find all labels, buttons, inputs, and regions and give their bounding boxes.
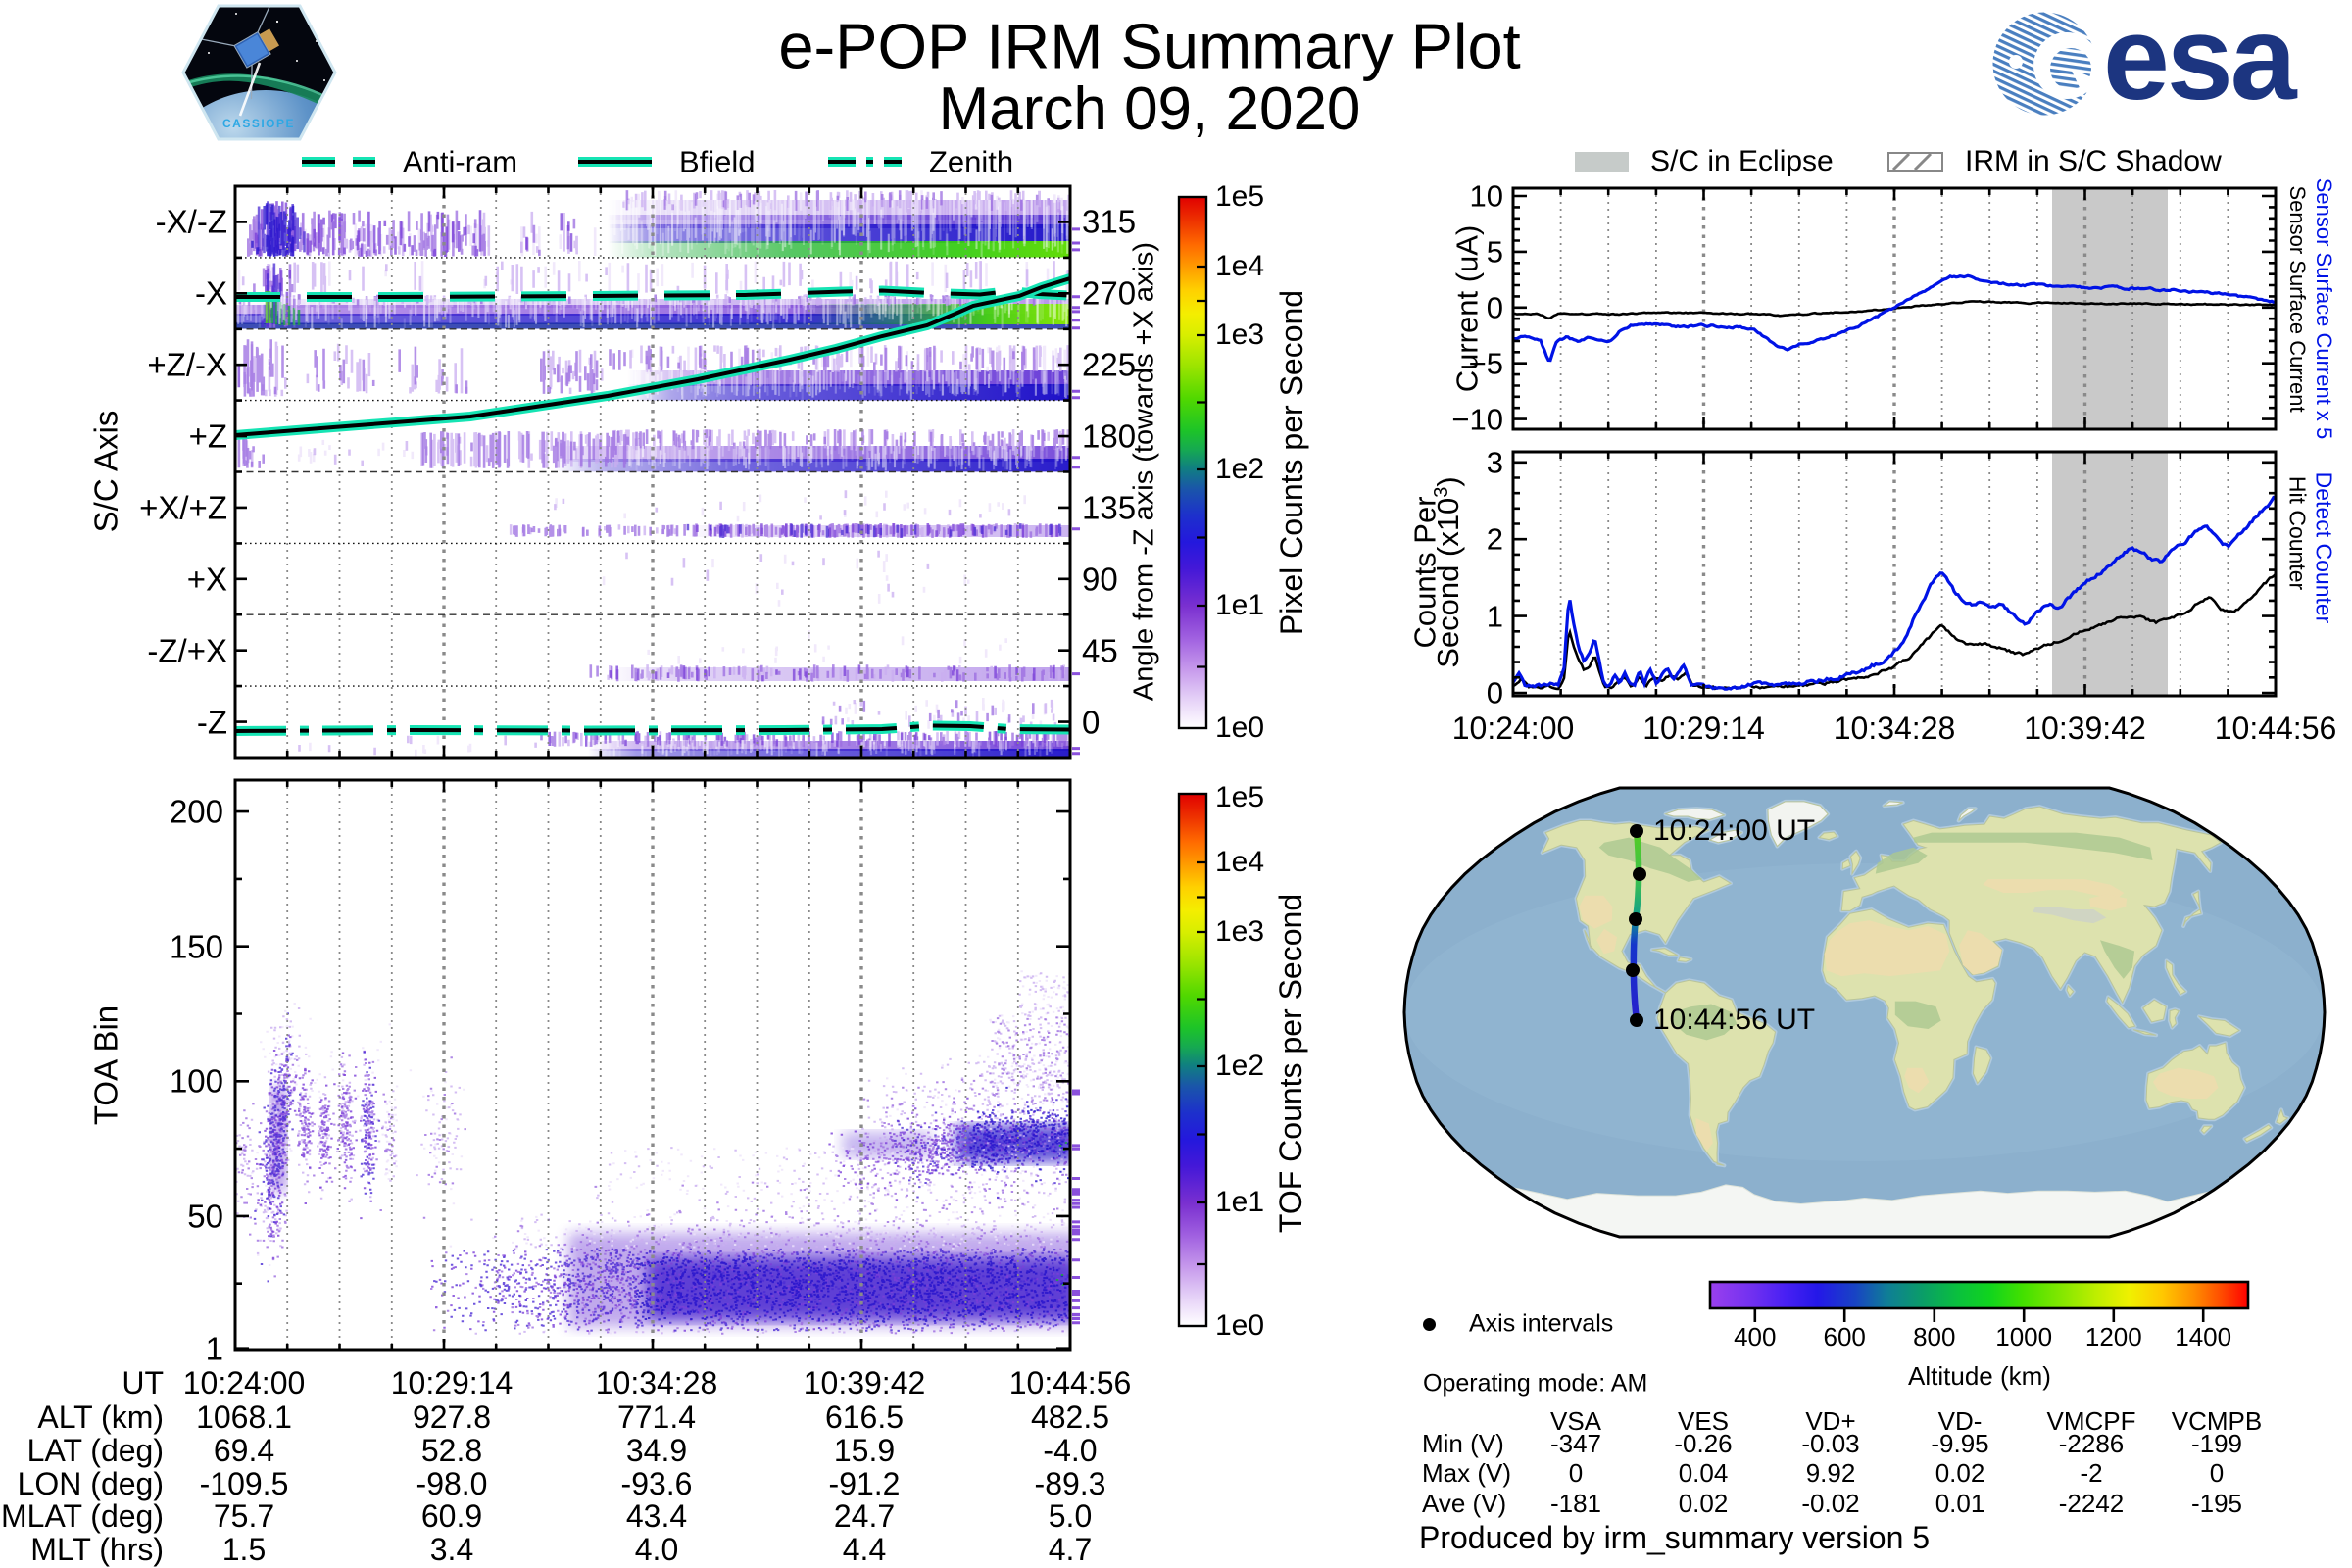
svg-text:CASSIOPE: CASSIOPE [222,117,295,130]
svg-text:esa: esa [2103,8,2298,122]
